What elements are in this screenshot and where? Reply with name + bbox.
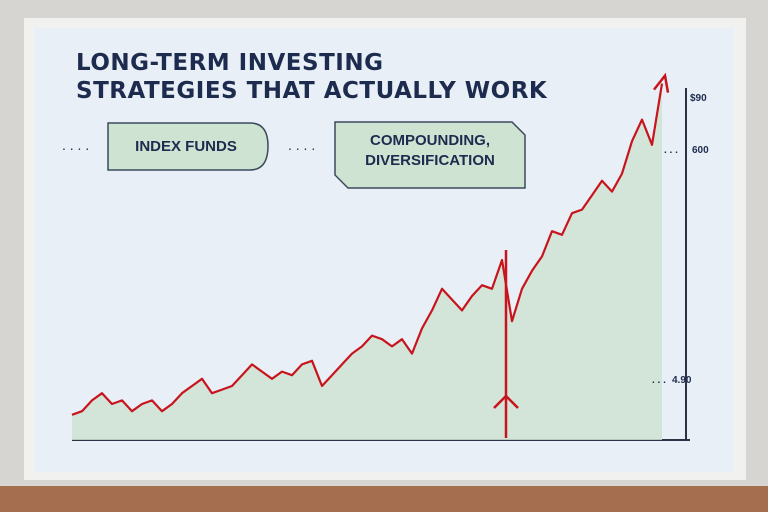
axis-note: 600	[692, 145, 709, 156]
floor	[0, 486, 768, 512]
title-line: LONG-TERM INVESTING	[76, 50, 383, 76]
area	[72, 83, 662, 440]
callout-box	[107, 122, 269, 171]
callout-box	[334, 121, 526, 189]
dots: . . . .	[288, 137, 315, 153]
arrowhead	[653, 72, 670, 93]
axis-note: 4.90	[672, 375, 692, 386]
plot	[71, 72, 670, 440]
annotation-arrowhead	[493, 394, 519, 409]
axis-dots: . . .	[652, 375, 666, 386]
callout-text: INDEX FUNDS	[135, 138, 237, 155]
callout-text: COMPOUNDING, DIVERSIFICATION	[365, 132, 495, 169]
axis-note: $90	[690, 93, 707, 104]
line	[71, 83, 664, 416]
axis-dots: . . .	[664, 145, 678, 156]
title-line: STRATEGIES THAT ACTUALLY WORK	[76, 78, 548, 104]
dots: . . . .	[62, 137, 89, 153]
